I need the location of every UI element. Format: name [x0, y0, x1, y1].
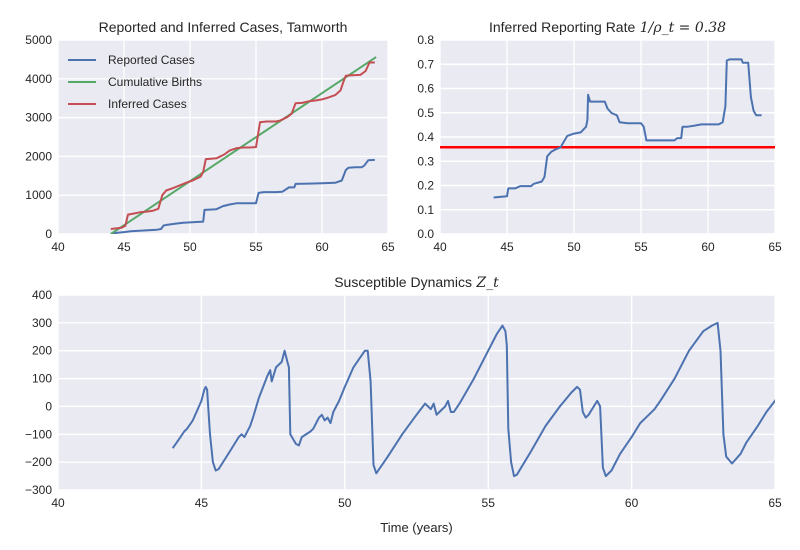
- x-tick-label: 65: [381, 240, 395, 254]
- chart-title-math: 1/ρ_t = 0.38: [635, 20, 726, 36]
- y-tick-label: −200: [25, 455, 52, 469]
- x-tick-label: 55: [249, 240, 263, 254]
- plot-area: [58, 295, 775, 490]
- x-tick-label: 50: [183, 240, 197, 254]
- chart-title-text: Reported and Inferred Cases, Tamworth: [99, 19, 348, 35]
- y-tick-label: 0.6: [417, 82, 434, 96]
- chart-title: Inferred Reporting Rate 1/ρ_t = 0.38: [489, 19, 726, 36]
- chart-title-text: Inferred Reporting Rate: [489, 19, 636, 35]
- y-tick-label: 0: [45, 399, 52, 413]
- y-tick-label: 0.4: [417, 130, 434, 144]
- chart-panel-2: 40 45 50 55 60 65 0.0 0.1 0.2 0.3 0.4 0.5 0.6 0.7 0.8 I…: [417, 19, 782, 254]
- x-tick-label: 40: [433, 240, 447, 254]
- y-tick-label: 0.1: [417, 203, 434, 217]
- x-tick-label: 55: [634, 240, 648, 254]
- y-tick-label: 0.0: [417, 227, 434, 241]
- legend-label: Reported Cases: [108, 53, 195, 67]
- chart-title-math: Z_t: [472, 275, 499, 291]
- x-tick-label: 65: [768, 496, 782, 510]
- chart-title-text: Susceptible Dynamics: [334, 274, 472, 290]
- chart-panel-3: 40 45 50 55 60 65 −300 −200 −100 0 100 200 300 400 Sus…: [25, 274, 782, 535]
- y-tick-label: 2000: [25, 149, 52, 163]
- chart-title: Susceptible Dynamics Z_t: [334, 274, 499, 291]
- y-tick-label: 400: [32, 288, 52, 302]
- y-tick-label: 0.5: [417, 106, 434, 120]
- x-tick-label: 65: [768, 240, 782, 254]
- series-line-1: [493, 58, 762, 199]
- series-line-cumulative-births: [110, 56, 377, 234]
- x-tick-label: 55: [482, 496, 496, 510]
- y-tick-label: 4000: [25, 72, 52, 86]
- plot-area: [58, 40, 388, 234]
- x-tick-label: 45: [117, 240, 131, 254]
- y-tick-label: 0: [45, 227, 52, 241]
- y-tick-label: 0.8: [417, 33, 434, 47]
- x-tick-label: 50: [338, 496, 352, 510]
- x-tick-label: 45: [500, 240, 514, 254]
- x-tick-label: 60: [701, 240, 715, 254]
- y-tick-label: 3000: [25, 111, 52, 125]
- y-tick-label: 5000: [25, 33, 52, 47]
- legend-label: Cumulative Births: [108, 75, 202, 89]
- series-line-inferred-cases: [110, 61, 375, 230]
- y-tick-label: 100: [32, 372, 52, 386]
- chart-panel-1: 40 45 50 55 60 65 0 1000 2000 3000 4000 5000 Reporte…: [25, 19, 395, 254]
- y-tick-label: −300: [25, 483, 52, 497]
- x-axis-label: Time (years): [380, 520, 452, 535]
- x-tick-label: 40: [51, 240, 65, 254]
- x-tick-label: 40: [51, 496, 65, 510]
- legend: Reported Cases Cumulative Births Inferred …: [68, 53, 202, 111]
- series-line-reported-cases: [110, 158, 375, 234]
- series-line-1: [171, 321, 775, 478]
- x-tick-label: 60: [315, 240, 329, 254]
- y-tick-label: −100: [25, 427, 52, 441]
- x-tick-label: 60: [625, 496, 639, 510]
- legend-label: Inferred Cases: [108, 97, 187, 111]
- y-tick-label: 200: [32, 344, 52, 358]
- y-tick-label: 0.3: [417, 154, 434, 168]
- y-tick-label: 0.7: [417, 57, 434, 71]
- y-tick-label: 300: [32, 316, 52, 330]
- chart-title: Reported and Inferred Cases, Tamworth: [99, 19, 348, 35]
- y-tick-label: 0.2: [417, 179, 434, 193]
- x-tick-label: 50: [567, 240, 581, 254]
- y-tick-label: 1000: [25, 188, 52, 202]
- x-tick-label: 45: [195, 496, 209, 510]
